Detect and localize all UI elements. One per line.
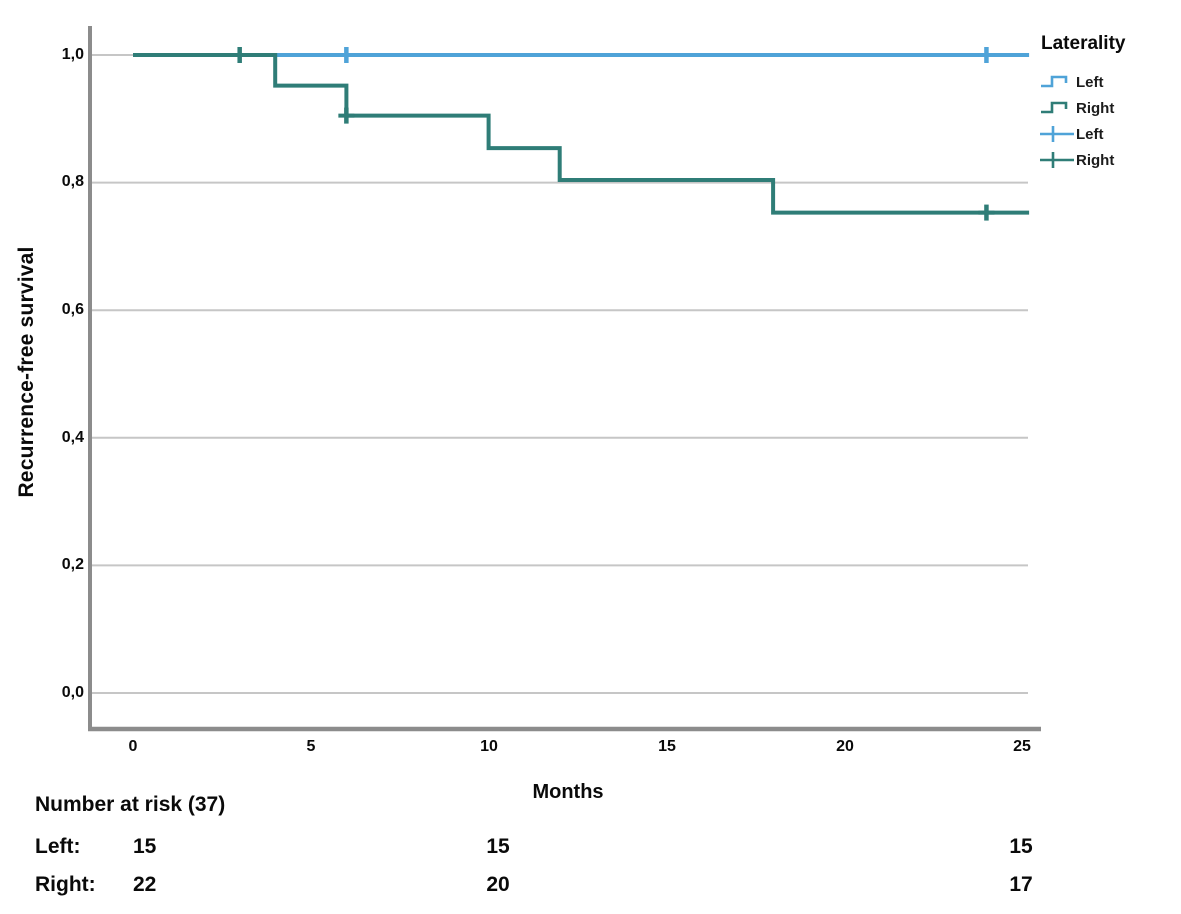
y-tick-label: 0,8	[61, 173, 84, 190]
y-tick-label: 1,0	[61, 46, 84, 63]
plot-area	[88, 26, 1041, 732]
x-tick-label: 25	[1013, 738, 1031, 755]
censor-plus-icon	[1040, 126, 1074, 142]
y-tick-label: 0,4	[61, 429, 84, 446]
x-tick-label: 5	[306, 738, 316, 755]
step-line-icon	[1041, 75, 1068, 88]
x-tick-label: 15	[658, 738, 676, 755]
legend-entry-left-censored: Left	[1039, 121, 1181, 147]
legend-entry-label: Right	[1076, 99, 1115, 117]
risk-value: 15	[1009, 835, 1033, 858]
y-tick-label: 0,6	[61, 301, 84, 318]
risk-value: 15	[486, 835, 510, 858]
risk-value: 17	[1009, 873, 1033, 896]
survival-curve-right	[133, 53, 1030, 215]
risk-row-label-right: Right:	[35, 873, 96, 896]
risk-value: 20	[486, 873, 510, 896]
risk-row-label-left: Left:	[35, 835, 81, 858]
risk-value: 15	[133, 835, 157, 858]
legend-entry-right-line: Right	[1039, 95, 1181, 121]
legend-entry-label: Right	[1076, 151, 1115, 169]
x-axis-title: Months	[532, 781, 604, 803]
step-line-icon	[1041, 101, 1068, 114]
censor-plus-icon	[1040, 152, 1074, 168]
legend-entry-left-line: Left	[1039, 69, 1181, 95]
y-tick-label: 0,2	[61, 556, 84, 573]
legend-entry-label: Left	[1076, 125, 1104, 143]
x-tick-label: 10	[480, 738, 498, 755]
risk-table-header: Number at risk (37)	[35, 793, 226, 816]
legend: Laterality Left Right Left Right	[1039, 33, 1181, 173]
x-tick-label: 20	[836, 738, 854, 755]
y-tick-label: 0,0	[61, 684, 84, 701]
legend-entry-label: Left	[1076, 73, 1104, 91]
legend-entry-right-censored: Right	[1039, 147, 1181, 173]
risk-value: 22	[133, 873, 157, 896]
x-tick-label: 0	[128, 738, 138, 755]
legend-title: Laterality	[1041, 33, 1126, 54]
